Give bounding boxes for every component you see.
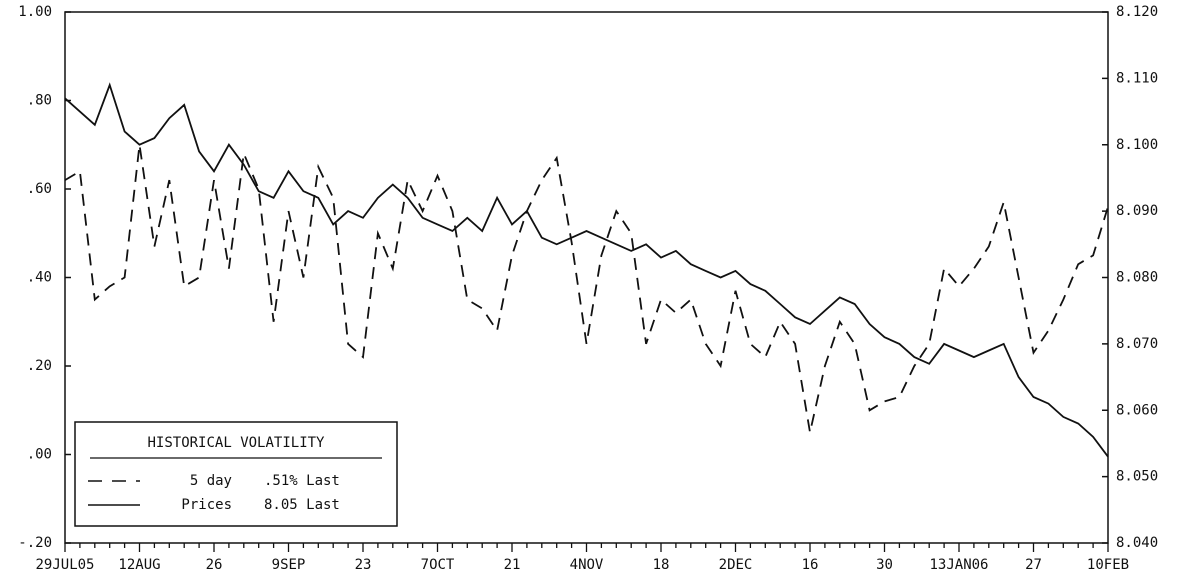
y2-tick-label: 8.070 <box>1116 336 1158 352</box>
legend-note: .51% Last <box>264 473 340 489</box>
x-tick-label: 13JAN06 <box>929 557 988 573</box>
x-tick-label: 18 <box>653 557 670 573</box>
x-tick-label: 12AUG <box>118 557 160 573</box>
y-tick-label: .20 <box>27 358 52 374</box>
x-tick-label: 2DEC <box>719 557 753 573</box>
legend-note: 8.05 Last <box>264 497 340 513</box>
y2-tick-label: 8.080 <box>1116 270 1158 286</box>
x-tick-label: 10FEB <box>1087 557 1129 573</box>
y2-tick-label: 8.050 <box>1116 469 1158 485</box>
series-line <box>64 144 1109 433</box>
x-tick-label: 21 <box>504 557 521 573</box>
legend-title: HISTORICAL VOLATILITY <box>147 435 325 451</box>
y-tick-label: .40 <box>27 270 52 286</box>
y-tick-label: -.20 <box>18 535 52 551</box>
legend-label: Prices <box>181 497 232 513</box>
y2-tick-label: 8.060 <box>1116 402 1158 418</box>
y2-tick-label: 8.100 <box>1116 137 1158 153</box>
legend: HISTORICAL VOLATILITY 5 day .51% Last Pr… <box>74 421 398 527</box>
legend-box <box>74 421 398 527</box>
x-tick-label: 30 <box>876 557 893 573</box>
y2-tick-label: 8.110 <box>1116 70 1158 86</box>
x-tick-label: 27 <box>1025 557 1042 573</box>
y2-tick-label: 8.120 <box>1116 4 1158 20</box>
legend-label: 5 day <box>190 473 232 489</box>
x-tick-label: 4NOV <box>570 557 604 573</box>
x-tick-label: 26 <box>206 557 223 573</box>
x-tick-label: 7OCT <box>421 557 455 573</box>
y-tick-label: 1.00 <box>18 4 52 20</box>
y-tick-label: .80 <box>27 93 52 109</box>
y-tick-label: .00 <box>27 447 52 463</box>
y-tick-label: .60 <box>27 181 52 197</box>
x-tick-label: 23 <box>355 557 372 573</box>
x-tick-label: 9SEP <box>272 557 306 573</box>
y2-tick-label: 8.090 <box>1116 203 1158 219</box>
series-line <box>64 82 1109 458</box>
x-tick-label: 29JUL05 <box>35 557 94 573</box>
x-tick-label: 16 <box>802 557 819 573</box>
y2-tick-label: 8.040 <box>1116 535 1158 551</box>
